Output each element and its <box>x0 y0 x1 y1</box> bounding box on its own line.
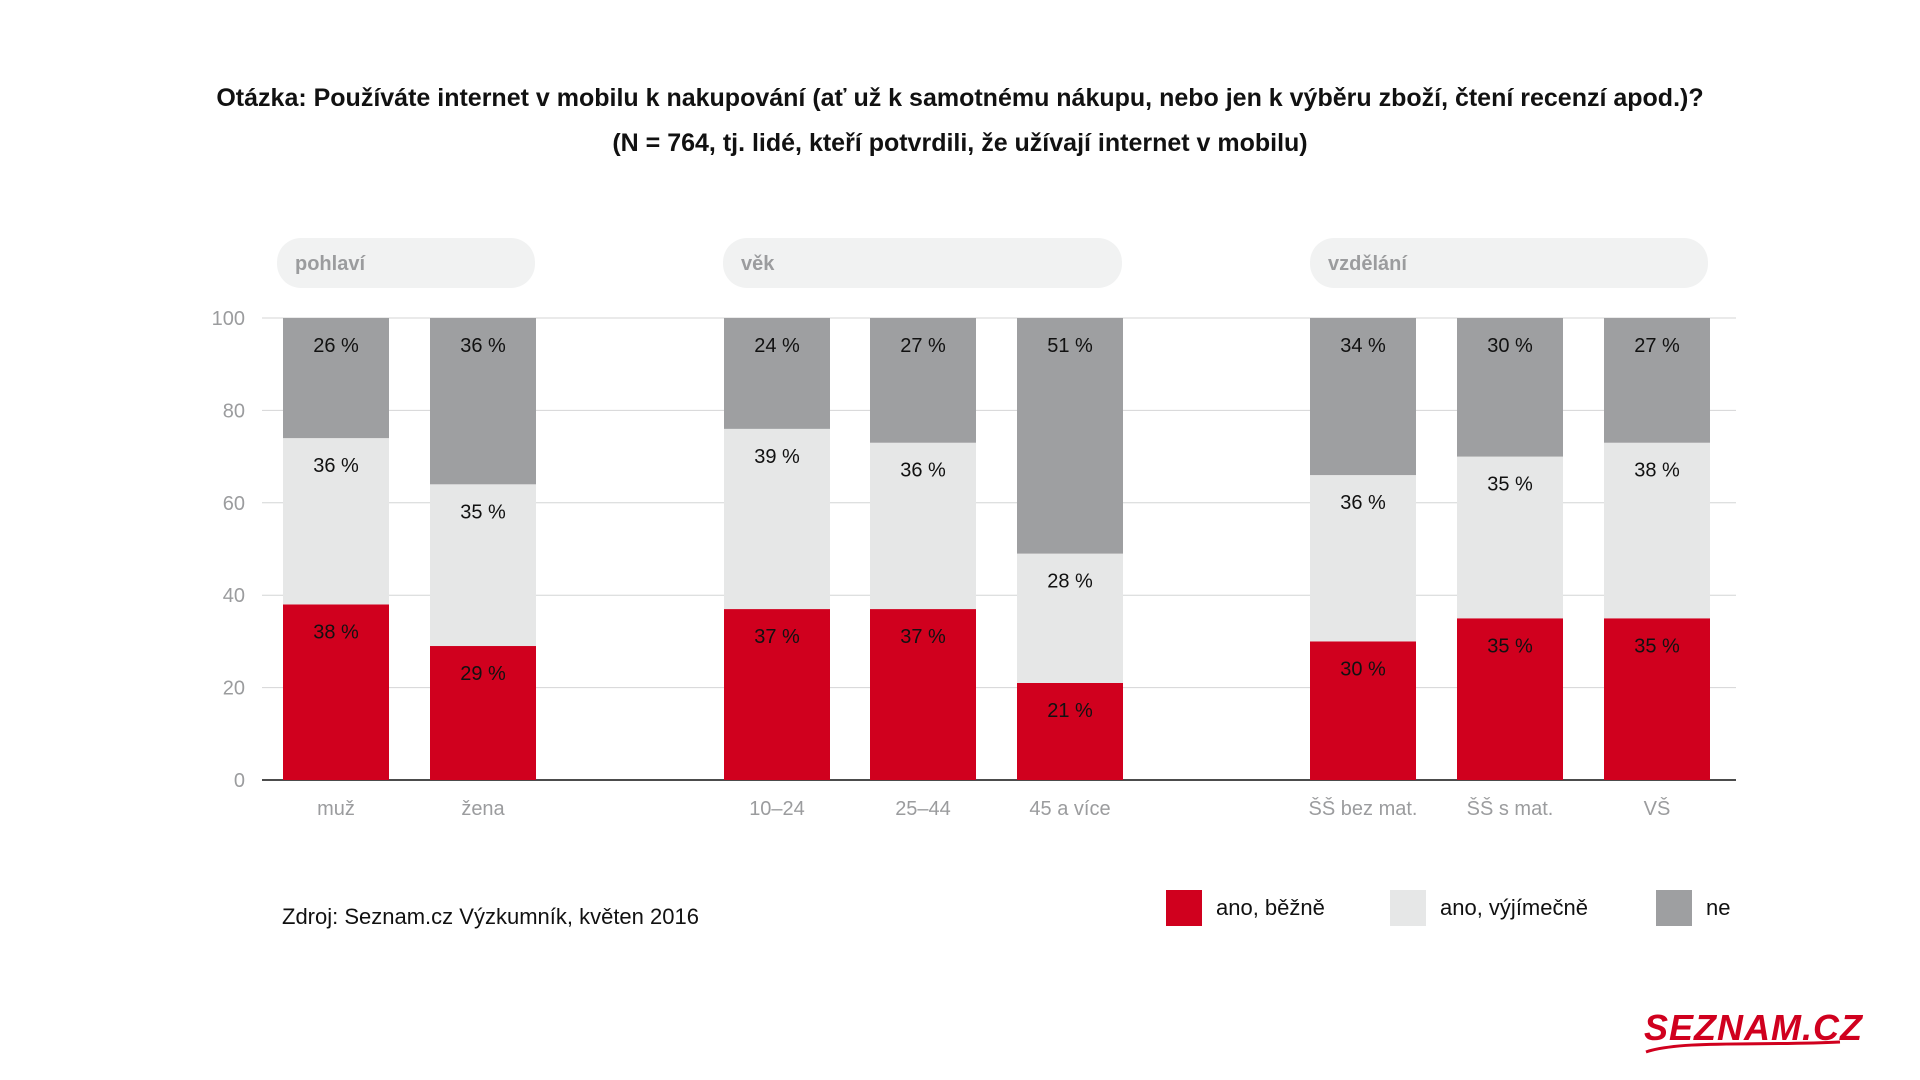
data-label-ano-bezne-45-a-vice: 21 % <box>1047 700 1093 722</box>
x-tick-label-ss-bez-mat: ŠŠ bez mat. <box>1309 797 1418 820</box>
bar-ano-vyjimecne-muz <box>283 438 389 605</box>
x-tick-label-25-44: 25–44 <box>895 798 951 820</box>
x-tick-label-muz: muž <box>317 798 355 820</box>
bar-ano-bezne-ss-bez-mat <box>1310 641 1416 780</box>
stacked-bar-chart: pohlaví věk vzdělání 0 20 40 60 80 100 38 % 36 % 26… <box>212 238 1736 820</box>
y-tick-label-0: 0 <box>234 770 245 792</box>
bar-ano-vyjimecne-vs <box>1604 442 1710 619</box>
group-header-label-1: věk <box>741 253 775 275</box>
data-label-ano-bezne-zena: 29 % <box>460 663 506 685</box>
bar-ne-ss-bez-mat <box>1310 318 1416 476</box>
bar-ano-bezne-muz <box>283 604 389 780</box>
bar-ano-vyjimecne-10-24 <box>724 428 830 610</box>
data-label-ano-bezne-vs: 35 % <box>1634 635 1680 657</box>
data-label-ano-vyjimecne-ss-s-mat: 35 % <box>1487 474 1533 496</box>
legend-label-ano-vyjimecne: ano, výjímečně <box>1440 895 1588 920</box>
bar-ano-bezne-ss-s-mat <box>1457 618 1563 780</box>
bar-ano-vyjimecne-ss-s-mat <box>1457 456 1563 619</box>
bar-ano-vyjimecne-45-a-vice <box>1017 553 1123 683</box>
data-label-ano-vyjimecne-zena: 35 % <box>460 501 506 523</box>
bar-ne-ss-s-mat <box>1457 318 1563 457</box>
data-label-ano-vyjimecne-vs: 38 % <box>1634 460 1680 482</box>
y-tick-label-20: 20 <box>223 678 245 700</box>
y-tick-label-60: 60 <box>223 493 245 515</box>
data-label-ano-bezne-ss-bez-mat: 30 % <box>1340 658 1386 680</box>
title-line-1: Otázka: Používáte internet v mobilu k na… <box>216 84 1704 112</box>
legend-item-ano-vyjimecne: ano, výjímečně <box>1390 890 1588 926</box>
bar-ne-45-a-vice <box>1017 318 1123 554</box>
legend-swatch-ano-bezne <box>1166 890 1202 926</box>
logo-wordmark: SEZNAM.CZ <box>1644 1007 1864 1048</box>
bar-ano-bezne-10-24 <box>724 609 830 780</box>
x-tick-label-10-24: 10–24 <box>749 798 805 820</box>
x-tick-label-45-a-vice: 45 a více <box>1029 798 1110 820</box>
bar-ne-vs <box>1604 318 1710 443</box>
legend-label-ano-bezne: ano, běžně <box>1216 895 1325 920</box>
bar-ne-10-24 <box>724 318 830 429</box>
group-header-1 <box>723 238 1122 288</box>
group-header-label-2: vzdělání <box>1328 253 1408 275</box>
data-label-ne-muz: 26 % <box>313 335 359 357</box>
title-line-2: (N = 764, tj. lidé, kteří potvrdili, že … <box>612 129 1308 157</box>
data-label-ano-bezne-25-44: 37 % <box>900 626 946 648</box>
data-label-ano-vyjimecne-10-24: 39 % <box>754 446 800 468</box>
data-label-ne-25-44: 27 % <box>900 335 946 357</box>
legend-label-ne: ne <box>1706 895 1731 920</box>
data-label-ano-vyjimecne-muz: 36 % <box>313 455 359 477</box>
data-label-ano-bezne-muz: 38 % <box>313 621 359 643</box>
bar-ano-bezne-45-a-vice <box>1017 682 1123 780</box>
seznam-logo: SEZNAM.CZ <box>1644 1007 1864 1054</box>
data-label-ne-ss-bez-mat: 34 % <box>1340 335 1386 357</box>
group-header-0 <box>277 238 535 288</box>
y-tick-label-100: 100 <box>212 308 245 330</box>
data-label-ano-vyjimecne-25-44: 36 % <box>900 460 946 482</box>
data-label-ne-ss-s-mat: 30 % <box>1487 335 1533 357</box>
bar-ano-vyjimecne-zena <box>430 484 536 647</box>
x-tick-label-zena: žena <box>461 798 505 820</box>
source-note: Zdroj: Seznam.cz Výzkumník, květen 2016 <box>282 904 699 929</box>
data-label-ano-bezne-ss-s-mat: 35 % <box>1487 635 1533 657</box>
x-tick-label-vs: VŠ <box>1644 797 1671 820</box>
group-header-2 <box>1310 238 1708 288</box>
x-tick-label-ss-s-mat: ŠŠ s mat. <box>1467 797 1554 820</box>
data-label-ano-bezne-10-24: 37 % <box>754 626 800 648</box>
legend-swatch-ne <box>1656 890 1692 926</box>
data-label-ne-10-24: 24 % <box>754 335 800 357</box>
chart-title: Otázka: Používáte internet v mobilu k na… <box>0 76 1920 166</box>
bar-ne-zena <box>430 318 536 485</box>
data-label-ano-vyjimecne-45-a-vice: 28 % <box>1047 571 1093 593</box>
legend-item-ano-bezne: ano, běžně <box>1166 890 1325 926</box>
data-label-ne-vs: 27 % <box>1634 335 1680 357</box>
bar-ne-muz <box>283 318 389 439</box>
y-tick-label-80: 80 <box>223 400 245 422</box>
data-label-ano-vyjimecne-ss-bez-mat: 36 % <box>1340 492 1386 514</box>
legend-swatch-ano-vyjimecne <box>1390 890 1426 926</box>
bar-ne-25-44 <box>870 318 976 443</box>
data-label-ne-zena: 36 % <box>460 335 506 357</box>
bar-ano-vyjimecne-25-44 <box>870 442 976 610</box>
bar-ano-bezne-zena <box>430 646 536 780</box>
bar-ano-bezne-vs <box>1604 618 1710 780</box>
bar-ano-vyjimecne-ss-bez-mat <box>1310 475 1416 642</box>
bar-ano-bezne-25-44 <box>870 609 976 780</box>
legend-item-ne: ne <box>1656 890 1730 926</box>
group-header-label-0: pohlaví <box>295 253 366 275</box>
data-label-ne-45-a-vice: 51 % <box>1047 335 1093 357</box>
y-tick-label-40: 40 <box>223 585 245 607</box>
